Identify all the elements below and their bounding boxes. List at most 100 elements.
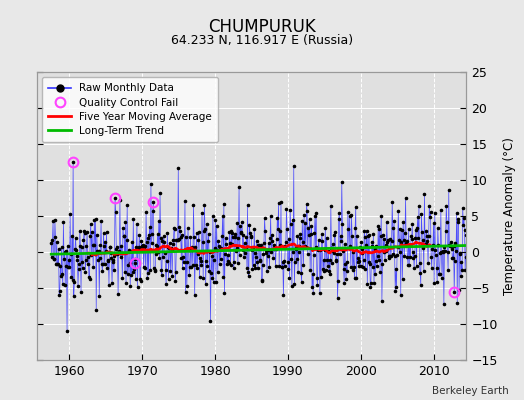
Point <box>154 231 162 237</box>
Point <box>456 250 464 257</box>
Point <box>368 264 377 270</box>
Point <box>252 264 260 271</box>
Point <box>421 240 429 247</box>
Point <box>325 268 333 274</box>
Point <box>123 237 131 243</box>
Point <box>58 244 66 250</box>
Point <box>72 247 80 253</box>
Point <box>149 198 158 205</box>
Point <box>62 248 71 255</box>
Point <box>91 216 100 223</box>
Point <box>151 266 159 273</box>
Point <box>281 243 289 249</box>
Point <box>412 227 420 234</box>
Point <box>134 245 143 252</box>
Point <box>119 225 127 231</box>
Point <box>260 240 268 246</box>
Point <box>292 245 300 251</box>
Point <box>257 278 266 284</box>
Point <box>446 243 455 250</box>
Point <box>389 251 398 257</box>
Point <box>220 290 228 296</box>
Point <box>105 243 114 250</box>
Point <box>358 250 367 256</box>
Point <box>69 159 78 165</box>
Point <box>248 247 256 254</box>
Point <box>446 242 454 249</box>
Point <box>458 204 467 211</box>
Point <box>237 230 246 236</box>
Point <box>147 180 155 187</box>
Point <box>165 245 173 251</box>
Point <box>66 264 74 270</box>
Point <box>291 259 299 265</box>
Point <box>457 259 466 266</box>
Point <box>169 236 178 243</box>
Point <box>320 268 329 274</box>
Point <box>345 245 353 251</box>
Point <box>144 235 152 241</box>
Point <box>58 270 67 277</box>
Point <box>101 261 109 268</box>
Point <box>270 246 278 252</box>
Point <box>290 162 298 169</box>
Point <box>394 243 402 250</box>
Point <box>288 217 297 223</box>
Point <box>391 266 400 272</box>
Point <box>361 234 369 240</box>
Point <box>370 280 378 286</box>
Point <box>276 242 285 249</box>
Point <box>209 212 217 219</box>
Point <box>386 253 394 260</box>
Point <box>428 246 436 252</box>
Point <box>231 231 239 237</box>
Point <box>301 220 310 226</box>
Point <box>256 257 265 263</box>
Point <box>381 242 390 248</box>
Point <box>214 269 222 275</box>
Point <box>321 247 329 253</box>
Point <box>422 228 430 234</box>
Point <box>334 278 342 284</box>
Point <box>351 225 359 231</box>
Point <box>180 259 188 265</box>
Point <box>414 234 422 241</box>
Point <box>235 252 244 258</box>
Point <box>297 270 305 276</box>
Point <box>110 267 118 273</box>
Point <box>174 165 182 172</box>
Point <box>337 238 345 245</box>
Point <box>431 246 440 253</box>
Point <box>224 260 233 266</box>
Point <box>154 248 162 255</box>
Point <box>153 243 161 249</box>
Point <box>87 252 95 258</box>
Point <box>97 218 105 224</box>
Point <box>135 232 144 239</box>
Point <box>364 259 373 265</box>
Point <box>96 255 104 261</box>
Point <box>454 219 462 225</box>
Point <box>430 280 439 286</box>
Point <box>447 246 456 252</box>
Point <box>437 248 445 255</box>
Point <box>106 244 114 250</box>
Point <box>159 233 168 240</box>
Point <box>332 256 340 263</box>
Point <box>402 238 411 244</box>
Point <box>159 254 167 260</box>
Point <box>429 219 438 226</box>
Point <box>226 262 235 268</box>
Point <box>204 238 212 244</box>
Point <box>146 224 154 230</box>
Point <box>410 264 418 271</box>
Point <box>71 246 79 253</box>
Point <box>336 232 345 239</box>
Point <box>235 184 243 190</box>
Point <box>396 226 405 232</box>
Point <box>391 288 399 294</box>
Point <box>257 242 265 248</box>
Point <box>92 307 101 313</box>
Point <box>107 255 116 261</box>
Point <box>413 214 422 220</box>
